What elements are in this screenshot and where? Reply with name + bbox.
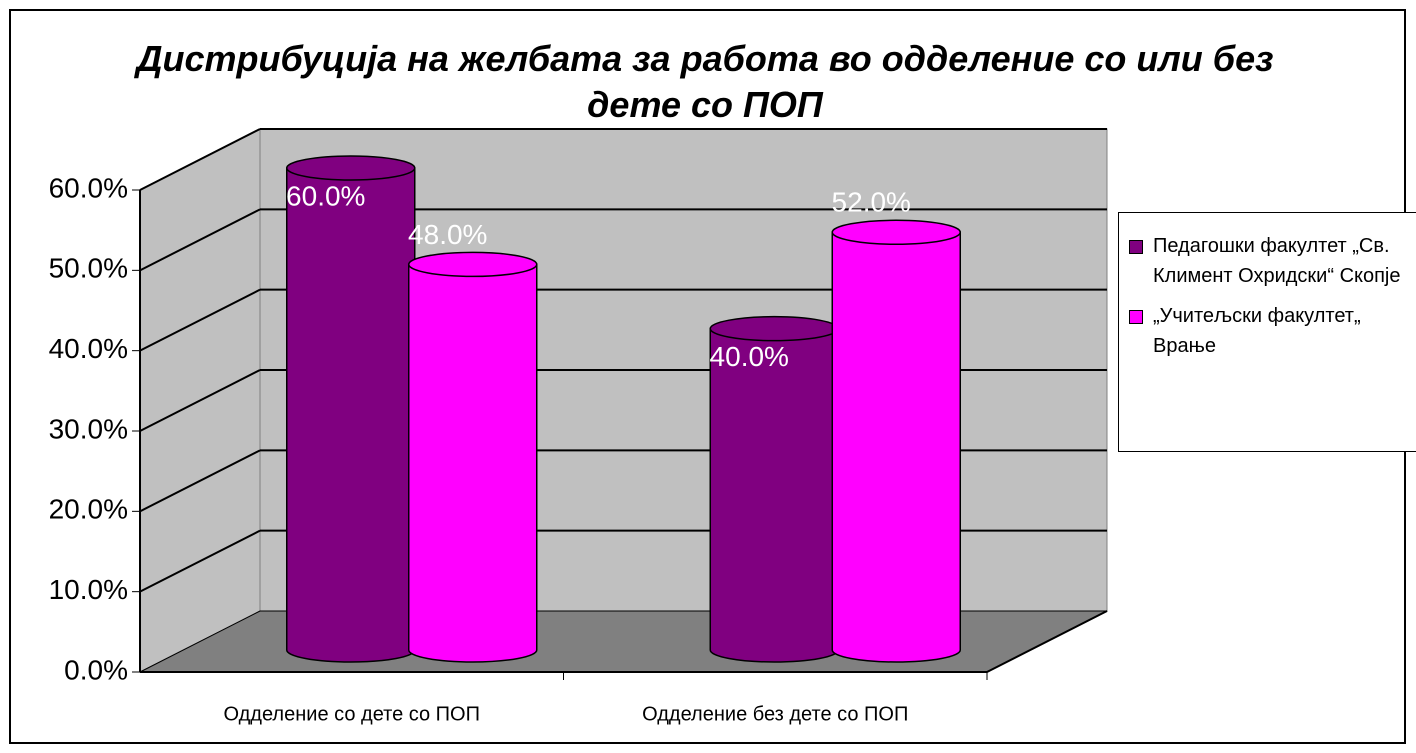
bar: [408, 263, 538, 663]
grid-line: [139, 128, 261, 191]
data-label: 48.0%: [408, 219, 487, 250]
floor-edge: [986, 610, 1108, 673]
data-label: 52.0%: [832, 187, 911, 218]
bar: [286, 167, 416, 663]
legend-item: „Учитељски факултет„ Врање: [1129, 301, 1409, 361]
bar-top: [831, 219, 961, 246]
floor: [139, 610, 1108, 673]
grid-line: [139, 288, 261, 352]
legend-label: „Учитељски факултет„ Врање: [1153, 305, 1361, 357]
grid-line: [139, 449, 261, 513]
grid-line: [139, 369, 261, 432]
x-tick-label: Одделение без дете со ПОП: [642, 703, 908, 725]
y-tick-label: 20.0%: [49, 494, 128, 525]
y-tick-label: 10.0%: [49, 574, 128, 605]
legend-swatch: [1129, 240, 1143, 254]
x-tick-label: Одделение со дете со ПОП: [224, 703, 480, 725]
data-label: 40.0%: [710, 341, 789, 372]
bar-top: [286, 155, 416, 181]
y-tick-label: 30.0%: [49, 413, 128, 444]
legend-label: Педагошки факултет „Св. Климент Охридски…: [1153, 235, 1401, 287]
grid-line: [139, 208, 261, 272]
chart-title: Дистрибуција на желбата за работа во одд…: [136, 38, 1274, 125]
y-tick-label: 40.0%: [49, 333, 128, 364]
y-tick-label: 0.0%: [64, 654, 128, 685]
grid-line: [139, 529, 261, 593]
data-label: 60.0%: [286, 180, 365, 211]
y-tick-label: 60.0%: [49, 172, 128, 203]
y-tick-label: 50.0%: [49, 253, 128, 284]
legend: Педагошки факултет „Св. Климент Охридски…: [1118, 212, 1416, 452]
bar: [831, 231, 961, 663]
legend-swatch: [1129, 310, 1143, 324]
bar-top: [709, 315, 839, 342]
legend-item: Педагошки факултет „Св. Климент Охридски…: [1129, 231, 1409, 291]
bar: [709, 327, 839, 663]
bar-top: [408, 251, 538, 278]
